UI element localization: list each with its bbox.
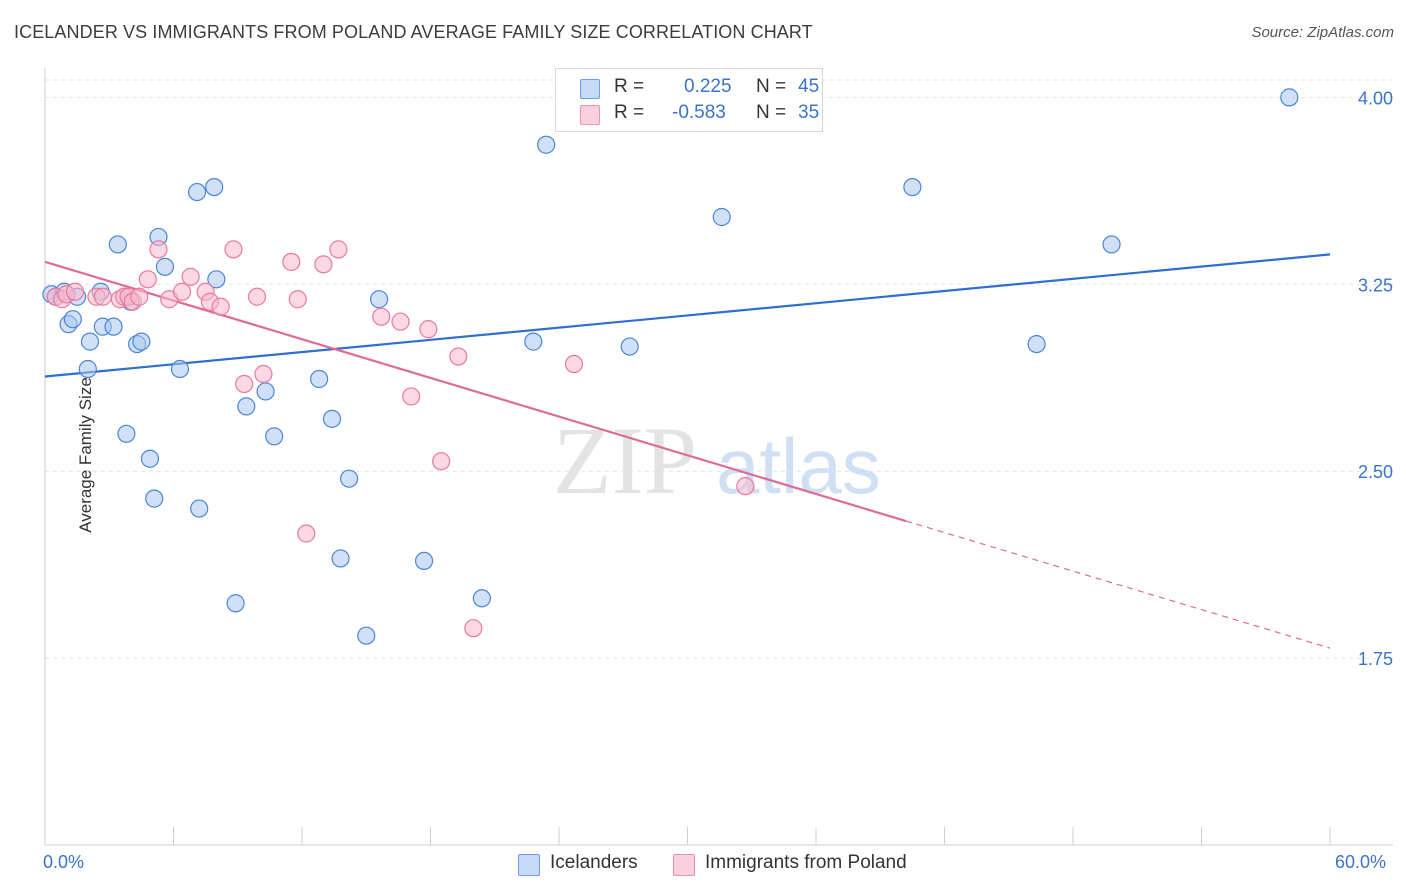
watermark-atlas: atlas (716, 422, 881, 510)
y-tick-label: 3.25 (1358, 275, 1393, 295)
data-point (537, 135, 556, 154)
data-point (132, 332, 151, 351)
data-point (331, 549, 350, 568)
data-point (207, 270, 226, 289)
data-point (226, 594, 245, 613)
correlation-legend: R = 0.225 N = 45 R = -0.583 N = 35 (555, 68, 823, 132)
data-point (620, 337, 639, 356)
series-poland (46, 240, 755, 638)
data-point (117, 424, 136, 443)
legend-n-label: N = (756, 76, 787, 97)
trend-line-poland (44, 260, 907, 523)
data-point (205, 177, 224, 197)
legend-n-value: 35 (798, 102, 820, 123)
data-point (372, 307, 391, 326)
data-point (329, 240, 348, 259)
data-point (256, 382, 275, 401)
data-point (172, 282, 192, 301)
data-point (1027, 334, 1046, 354)
data-point (464, 619, 483, 638)
data-points (42, 88, 1299, 645)
bottom-legend-label: Immigrants from Poland (705, 852, 907, 873)
data-point (155, 257, 175, 276)
trend-line-icelanders (44, 253, 1331, 378)
legend-swatch-icelanders (580, 79, 600, 99)
source-label: Source: ZipAtlas.com (1251, 24, 1394, 41)
bottom-legend-swatch-icelanders (518, 854, 540, 876)
data-point (288, 290, 307, 309)
data-point (564, 354, 584, 374)
data-point (1102, 235, 1121, 254)
legend-n-value: 45 (798, 76, 820, 97)
legend-n-label: N = (756, 102, 787, 123)
axes (44, 68, 1393, 846)
data-point (472, 589, 491, 608)
data-point (432, 452, 451, 471)
data-point (282, 252, 301, 271)
data-point (145, 489, 164, 508)
data-point (104, 317, 123, 336)
data-point (310, 369, 329, 389)
data-point (190, 499, 209, 518)
data-point (370, 290, 389, 309)
chart-title: ICELANDER VS IMMIGRANTS FROM POLAND AVER… (14, 22, 813, 42)
series-icelanders (42, 88, 1299, 645)
data-point (149, 240, 168, 259)
data-point (712, 207, 731, 227)
data-point (80, 332, 100, 351)
y-axis-label: Average Family Size (75, 377, 95, 533)
data-point (187, 182, 207, 202)
grid-lines (45, 79, 1393, 659)
data-point (322, 409, 342, 428)
legend-swatch-poland (580, 105, 600, 125)
data-point (65, 282, 85, 301)
data-point (170, 359, 190, 379)
y-tick-label: 2.50 (1358, 462, 1393, 482)
legend-r-label: R = (614, 102, 645, 123)
x-tick-label-max: 60.0% (1335, 852, 1387, 872)
data-point (254, 364, 273, 384)
data-point (391, 312, 410, 331)
trend-line-poland-extension (905, 520, 1331, 649)
data-point (340, 469, 359, 488)
data-point (903, 177, 922, 197)
y-tick-labels: 1.75 2.50 3.25 4.00 (1358, 88, 1393, 669)
data-point (402, 387, 421, 406)
data-point (93, 287, 112, 306)
data-point (211, 297, 230, 316)
data-point (736, 477, 755, 496)
legend-r-value: 0.225 (684, 76, 732, 97)
data-point (419, 320, 438, 339)
data-point (138, 270, 157, 289)
data-point (1280, 88, 1299, 107)
data-point (130, 287, 149, 306)
data-point (235, 374, 254, 394)
data-point (140, 449, 160, 468)
data-point (265, 427, 284, 446)
bottom-legend-label: Icelanders (550, 852, 638, 873)
data-point (63, 310, 82, 329)
data-point (78, 359, 97, 379)
y-tick-label: 4.00 (1358, 88, 1393, 108)
legend-r-label: R = (614, 76, 645, 97)
y-tick-label: 1.75 (1358, 649, 1393, 669)
trend-lines (44, 253, 1331, 649)
data-point (524, 332, 543, 351)
data-point (449, 347, 468, 366)
x-tick-label-min: 0.0% (43, 852, 85, 872)
data-point (314, 255, 333, 274)
data-point (414, 551, 434, 571)
data-point (224, 240, 243, 259)
data-point (247, 287, 267, 306)
legend-r-value: -0.583 (672, 102, 726, 123)
data-point (357, 626, 376, 645)
data-point (297, 524, 316, 543)
data-point (108, 235, 127, 254)
watermark: ZIP atlas (553, 407, 881, 514)
data-point (237, 397, 256, 416)
bottom-legend-swatch-poland (673, 854, 695, 876)
watermark-zip: ZIP (553, 407, 697, 514)
data-point (181, 267, 200, 286)
